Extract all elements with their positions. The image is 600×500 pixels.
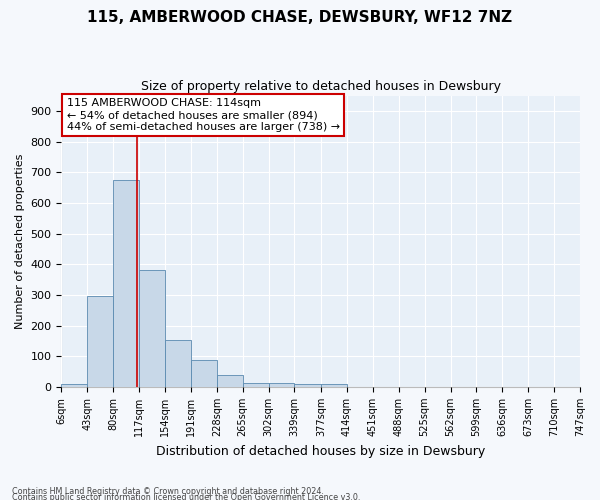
Bar: [165, 340, 191, 387]
Title: Size of property relative to detached houses in Dewsbury: Size of property relative to detached ho…: [141, 80, 501, 93]
Bar: [242, 382, 269, 387]
Bar: [191, 360, 217, 387]
Bar: [113, 180, 139, 387]
Bar: [269, 382, 295, 387]
Bar: [295, 384, 321, 387]
Bar: [139, 270, 165, 387]
Bar: [87, 296, 113, 387]
Text: 115, AMBERWOOD CHASE, DEWSBURY, WF12 7NZ: 115, AMBERWOOD CHASE, DEWSBURY, WF12 7NZ: [88, 10, 512, 25]
Text: Contains HM Land Registry data © Crown copyright and database right 2024.: Contains HM Land Registry data © Crown c…: [12, 486, 324, 496]
X-axis label: Distribution of detached houses by size in Dewsbury: Distribution of detached houses by size …: [156, 444, 485, 458]
Text: 115 AMBERWOOD CHASE: 114sqm
← 54% of detached houses are smaller (894)
44% of se: 115 AMBERWOOD CHASE: 114sqm ← 54% of det…: [67, 98, 340, 132]
Text: Contains public sector information licensed under the Open Government Licence v3: Contains public sector information licen…: [12, 492, 361, 500]
Y-axis label: Number of detached properties: Number of detached properties: [15, 154, 25, 329]
Bar: [321, 384, 347, 387]
Bar: [217, 374, 242, 387]
Bar: [61, 384, 87, 387]
